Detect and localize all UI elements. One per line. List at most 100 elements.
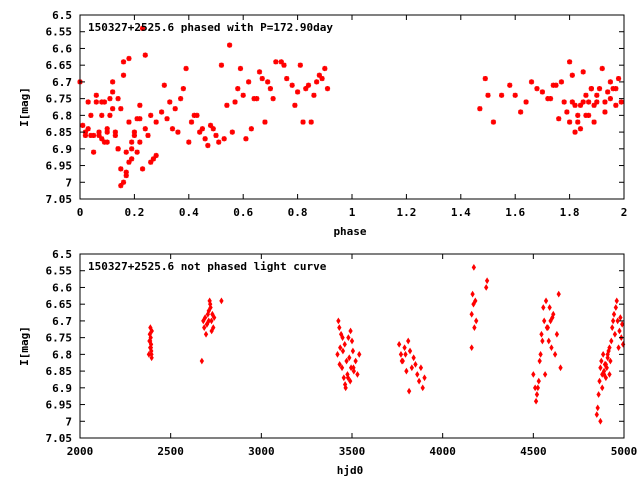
bottom-data-point	[403, 351, 408, 358]
top-data-point	[316, 72, 322, 78]
top-x-tick-label: 1.6	[505, 206, 525, 219]
top-data-point	[613, 102, 619, 108]
top-data-point	[262, 119, 268, 125]
top-data-point	[115, 96, 121, 102]
top-data-point	[586, 112, 592, 118]
top-data-point	[583, 92, 589, 98]
bottom-data-point	[413, 361, 418, 368]
bottom-data-point	[473, 297, 478, 305]
bottom-x-tick-label: 4500	[520, 445, 547, 458]
top-data-point	[254, 96, 260, 102]
bottom-data-point	[484, 277, 490, 285]
bottom-x-tick-label: 3500	[339, 445, 366, 458]
top-data-point	[175, 129, 181, 135]
top-data-point	[295, 89, 301, 95]
bottom-data-point	[594, 411, 599, 418]
top-data-point	[534, 86, 540, 92]
top-x-tick-label: 0.8	[288, 206, 308, 219]
bottom-data-point	[534, 391, 540, 398]
top-y-tick-label: 6.5	[52, 9, 72, 22]
top-data-point	[99, 112, 105, 118]
top-data-point	[248, 126, 254, 132]
bottom-data-point	[484, 284, 489, 291]
bottom-data-point	[208, 304, 213, 311]
top-x-tick-label: 1.8	[560, 206, 580, 219]
top-x-tick-label: 0.4	[179, 206, 199, 219]
top-data-point	[281, 62, 287, 68]
top-data-point	[289, 82, 295, 88]
bottom-data-point	[148, 337, 153, 345]
bottom-data-point	[558, 364, 563, 372]
bottom-data-point	[210, 310, 215, 318]
top-data-point	[139, 166, 146, 172]
top-data-point	[235, 86, 241, 92]
top-data-point	[602, 109, 608, 115]
top-data-point	[145, 132, 151, 139]
top-data-point	[594, 99, 600, 105]
top-x-ticks: 0 0.2 0.4 0.6 0.8 1 1.2 1.4 1.6 1.8 2	[77, 15, 627, 219]
top-data-point	[101, 99, 108, 105]
top-data-point	[153, 152, 159, 159]
top-data-point	[183, 65, 189, 72]
bottom-data-point	[547, 304, 552, 311]
bottom-y-tick-label: 6.65	[46, 298, 73, 311]
top-data-point	[227, 42, 233, 48]
bottom-data-point	[409, 364, 414, 372]
bottom-data-point	[610, 317, 616, 325]
top-data-point	[164, 116, 170, 122]
top-data-point	[131, 132, 137, 139]
bottom-data-point	[605, 351, 610, 358]
bottom-data-point	[610, 324, 615, 331]
top-data-point	[194, 112, 200, 118]
top-data-point	[507, 82, 513, 88]
top-data-point	[229, 129, 235, 135]
bottom-data-point	[341, 374, 346, 382]
top-data-point	[172, 106, 178, 112]
bottom-data-point	[418, 364, 424, 372]
top-data-point	[104, 126, 110, 132]
bottom-data-point	[616, 344, 621, 352]
bottom-data-point	[199, 357, 205, 365]
top-data-point	[569, 72, 575, 78]
top-data-point	[284, 75, 290, 82]
bottom-data-point	[554, 330, 560, 338]
bottom-data-point	[204, 320, 210, 328]
top-data-point	[167, 99, 173, 105]
top-data-point	[82, 132, 89, 139]
bottom-data-point	[612, 330, 618, 338]
bottom-data-point	[219, 297, 224, 305]
bottom-x-tick-label: 4000	[429, 445, 456, 458]
top-data-point	[207, 122, 214, 128]
top-data-point	[221, 136, 227, 142]
top-data-point	[567, 59, 573, 65]
top-y-tick-label: 7.05	[46, 193, 73, 206]
top-data-point	[577, 126, 584, 132]
top-data-point	[567, 119, 573, 125]
top-data-point	[112, 132, 118, 139]
top-data-point	[129, 156, 135, 162]
top-data-point	[120, 179, 127, 185]
bottom-data-point	[343, 384, 348, 392]
bottom-data-point	[542, 317, 547, 325]
top-data-point	[605, 89, 611, 95]
top-data-point	[161, 82, 167, 88]
bottom-data-point	[399, 357, 405, 365]
bottom-data-point	[474, 317, 479, 325]
bottom-data-point	[471, 300, 476, 308]
top-data-point	[314, 79, 320, 85]
bottom-data-point	[208, 300, 213, 308]
top-data-point	[615, 75, 622, 82]
bottom-data-point	[422, 374, 427, 382]
bottom-chart-title: 150327+2525.6 not phased light curve	[88, 260, 327, 273]
top-data-point	[561, 99, 567, 105]
bottom-data-point	[349, 337, 355, 345]
bottom-data-point	[609, 337, 614, 345]
top-data-point	[224, 102, 230, 108]
top-chart-markers	[77, 25, 624, 189]
bottom-data-point	[353, 357, 358, 365]
top-data-point	[577, 102, 584, 108]
top-data-point	[477, 106, 483, 112]
top-data-point	[93, 99, 99, 105]
top-data-point	[596, 86, 603, 92]
top-data-point	[523, 99, 529, 105]
